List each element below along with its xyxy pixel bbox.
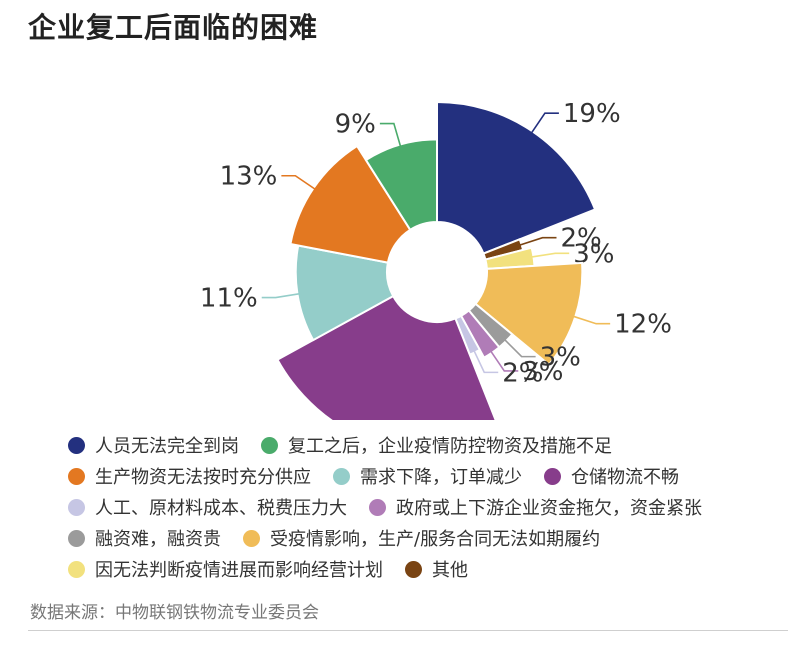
data-label: 3%: [540, 343, 581, 373]
legend-item: 受疫情影响，生产/服务合同无法如期履约: [243, 525, 600, 551]
legend-label: 政府或上下游企业资金拖欠，资金紧张: [396, 498, 702, 519]
leader-line: [472, 348, 499, 374]
legend-item: 需求下降，订单减少: [333, 463, 522, 489]
bottom-divider: [28, 630, 788, 631]
legend-item: 政府或上下游企业资金拖欠，资金紧张: [369, 494, 702, 520]
data-label: 13%: [220, 162, 278, 192]
legend-item: 复工之后，企业疫情防控物资及措施不足: [261, 432, 612, 458]
data-label: 11%: [200, 284, 258, 314]
rose-slice: [276, 294, 497, 420]
legend-label: 因无法判断疫情进展而影响经营计划: [95, 560, 383, 581]
rose-slice: [364, 138, 438, 232]
legend-swatch: [369, 498, 386, 516]
legend-swatch: [261, 436, 278, 454]
legend-swatch: [544, 467, 561, 485]
legend-swatch: [68, 436, 85, 454]
legend-label: 仓储物流不畅: [571, 467, 679, 488]
data-source: 数据来源：中物联钢铁物流专业委员会: [30, 603, 319, 623]
data-label: 12%: [614, 310, 672, 340]
leader-line: [502, 337, 536, 358]
legend-swatch: [68, 560, 85, 578]
legend-item: 融资难，融资贵: [68, 525, 221, 551]
legend-label: 需求下降，订单减少: [360, 467, 522, 488]
legend-label: 人工、原材料成本、税费压力大: [95, 498, 347, 519]
data-label: 19%: [563, 99, 621, 129]
legend-label: 人员无法完全到岗: [95, 436, 239, 457]
data-label: 2%: [502, 358, 543, 388]
legend-item: 仓储物流不畅: [544, 463, 679, 489]
legend-swatch: [68, 529, 85, 547]
legend-swatch: [405, 560, 422, 578]
legend-label: 其他: [432, 560, 468, 581]
legend-item: 人工、原材料成本、税费压力大: [68, 494, 347, 520]
leader-line: [281, 174, 318, 192]
rose-slice: [474, 261, 584, 367]
rose-slice: [289, 144, 412, 264]
rose-chart: 19%2%3%12%3%3%2%23%11%13%9%: [200, 99, 672, 420]
data-label: 9%: [335, 110, 376, 140]
rose-slice: [436, 101, 597, 255]
leader-line: [517, 236, 557, 247]
leader-line: [529, 252, 570, 259]
legend-label: 复工之后，企业疫情防控物资及措施不足: [288, 436, 612, 457]
legend-label: 融资难，融资贵: [95, 529, 221, 550]
leader-line: [379, 122, 402, 149]
data-label: 2%: [560, 224, 601, 254]
legend-item: 生产物资无法按时充分供应: [68, 463, 311, 489]
leader-line: [571, 314, 611, 325]
chart-title: 企业复工后面临的困难: [28, 11, 319, 44]
legend-swatch: [68, 498, 85, 516]
leader-line: [529, 112, 559, 136]
leader-line: [261, 292, 302, 299]
legend-item: 人员无法完全到岗: [68, 432, 239, 458]
legend-label: 受疫情影响，生产/服务合同无法如期履约: [270, 529, 601, 550]
legend-label: 生产物资无法按时充分供应: [95, 467, 311, 488]
legend-item: 其他: [405, 556, 468, 582]
legend-swatch: [333, 467, 350, 485]
data-label: 3%: [522, 357, 563, 387]
leader-line: [488, 349, 519, 372]
legend-item: 因无法判断疫情进展而影响经营计划: [68, 556, 383, 582]
legend-swatch: [68, 467, 85, 485]
legend-swatch: [243, 529, 260, 547]
